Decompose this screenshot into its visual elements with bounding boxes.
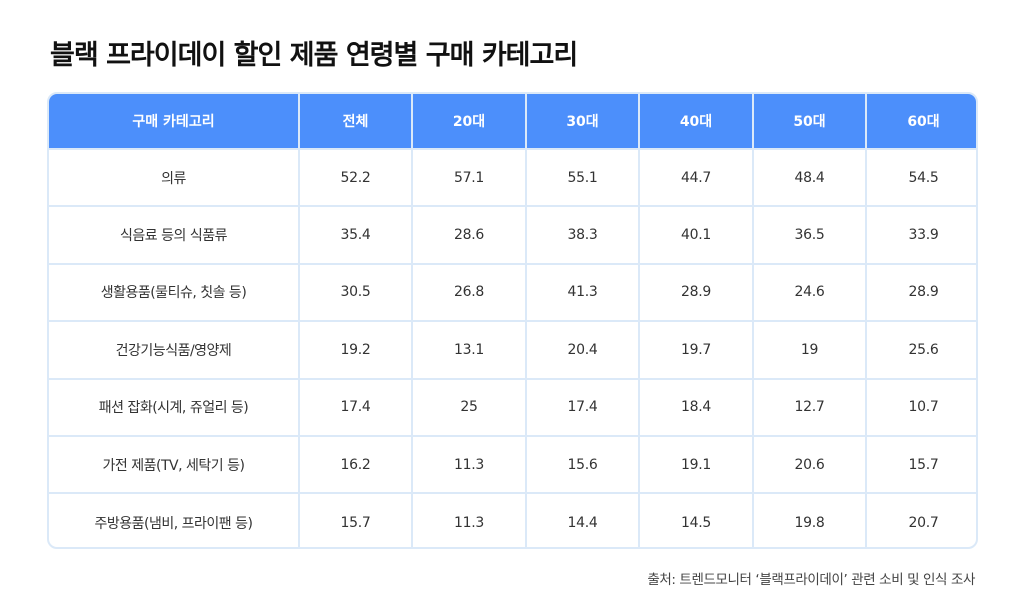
- value-cell: 44.7: [639, 149, 754, 208]
- value-cell: 11.3: [412, 435, 527, 495]
- value-cell: 28.9: [866, 263, 976, 323]
- value-cell: 24.6: [753, 263, 867, 323]
- value-cell: 57.1: [412, 149, 527, 208]
- value-cell: 18.4: [639, 378, 754, 437]
- value-cell: 36.5: [753, 206, 867, 265]
- row-category-cell: 주방용품(냄비, 프라이팬 등): [49, 493, 300, 547]
- table-row: 패션 잡화(시계, 쥬얼리 등) 17.4 25 17.4 18.4 12.7 …: [49, 378, 976, 437]
- value-cell: 19: [753, 321, 867, 380]
- table-row: 생활용품(물티슈, 칫솔 등) 30.5 26.8 41.3 28.9 24.6…: [49, 263, 976, 323]
- value-cell: 14.5: [639, 493, 754, 547]
- value-cell: 30.5: [299, 263, 413, 323]
- value-cell: 19.8: [753, 493, 867, 547]
- table-row: 주방용품(냄비, 프라이팬 등) 15.7 11.3 14.4 14.5 19.…: [49, 493, 976, 547]
- value-cell: 52.2: [299, 149, 413, 208]
- row-category-cell: 생활용품(물티슈, 칫솔 등): [49, 263, 300, 323]
- row-category-cell: 패션 잡화(시계, 쥬얼리 등): [49, 378, 300, 437]
- value-cell: 54.5: [866, 149, 976, 208]
- column-header-category: 구매 카테고리: [49, 94, 300, 150]
- value-cell: 19.7: [639, 321, 754, 380]
- row-category-cell: 의류: [49, 149, 300, 208]
- value-cell: 15.7: [299, 493, 413, 547]
- value-cell: 20.7: [908, 514, 939, 531]
- table-row: 식음료 등의 식품류 35.4 28.6 38.3 40.1 36.5 33.9: [49, 206, 976, 265]
- column-header-40s: 40대: [639, 94, 754, 150]
- value-cell: 25.6: [866, 321, 976, 380]
- value-cell: 33.9: [866, 206, 976, 265]
- value-cell: 25: [412, 378, 527, 437]
- value-cell: 13.1: [412, 321, 527, 380]
- value-cell: 20.6: [753, 435, 867, 495]
- table-row: 의류 52.2 57.1 55.1 44.7 48.4 54.5: [49, 149, 976, 208]
- value-cell: 55.1: [526, 149, 640, 208]
- row-category-cell: 건강기능식품/영양제: [49, 321, 300, 380]
- data-table-container: 구매 카테고리 전체 20대 30대 40대 50대 60대 의류 52.2 5…: [47, 92, 978, 549]
- data-table: 구매 카테고리 전체 20대 30대 40대 50대 60대 의류 52.2 5…: [49, 94, 976, 547]
- value-cell: 28.9: [639, 263, 754, 323]
- value-cell: 11.3: [412, 493, 527, 547]
- column-header-50s: 50대: [753, 94, 867, 150]
- table-row: 건강기능식품/영양제 19.2 13.1 20.4 19.7 19 25.6: [49, 321, 976, 380]
- row-category-cell: 식음료 등의 식품류: [49, 206, 300, 265]
- value-cell: 15.7: [866, 435, 976, 495]
- table-header-row: 구매 카테고리 전체 20대 30대 40대 50대 60대: [49, 94, 976, 150]
- value-cell: 38.3: [526, 206, 640, 265]
- value-cell: 16.2: [299, 435, 413, 495]
- source-caption: 출처: 트렌드모니터 ‘블랙프라이데이’ 관련 소비 및 인식 조사: [647, 572, 975, 588]
- column-header-60s: 60대: [866, 94, 976, 150]
- value-cell: 10.7: [866, 378, 976, 437]
- value-cell: 35.4: [299, 206, 413, 265]
- column-header-total: 전체: [299, 94, 413, 150]
- value-cell: 15.6: [526, 435, 640, 495]
- column-header-20s: 20대: [412, 94, 527, 150]
- table-row: 가전 제품(TV, 세탁기 등) 16.2 11.3 15.6 19.1 20.…: [49, 435, 976, 495]
- value-cell: 19.1: [639, 435, 754, 495]
- row-category-cell: 가전 제품(TV, 세탁기 등): [49, 435, 300, 495]
- value-cell: 12.7: [753, 378, 867, 437]
- value-cell: 19.2: [299, 321, 413, 380]
- value-cell: 14.4: [526, 493, 640, 547]
- page-title: 블랙 프라이데이 할인 제품 연령별 구매 카테고리: [50, 40, 578, 71]
- value-cell: 28.6: [412, 206, 527, 265]
- value-cell: 17.4: [299, 378, 413, 437]
- column-header-30s: 30대: [526, 94, 640, 150]
- value-cell: 17.4: [526, 378, 640, 437]
- value-cell: 48.4: [753, 149, 867, 208]
- value-cell: 41.3: [526, 263, 640, 323]
- value-cell: 40.1: [639, 206, 754, 265]
- value-cell: 26.8: [412, 263, 527, 323]
- value-cell: 20.4: [526, 321, 640, 380]
